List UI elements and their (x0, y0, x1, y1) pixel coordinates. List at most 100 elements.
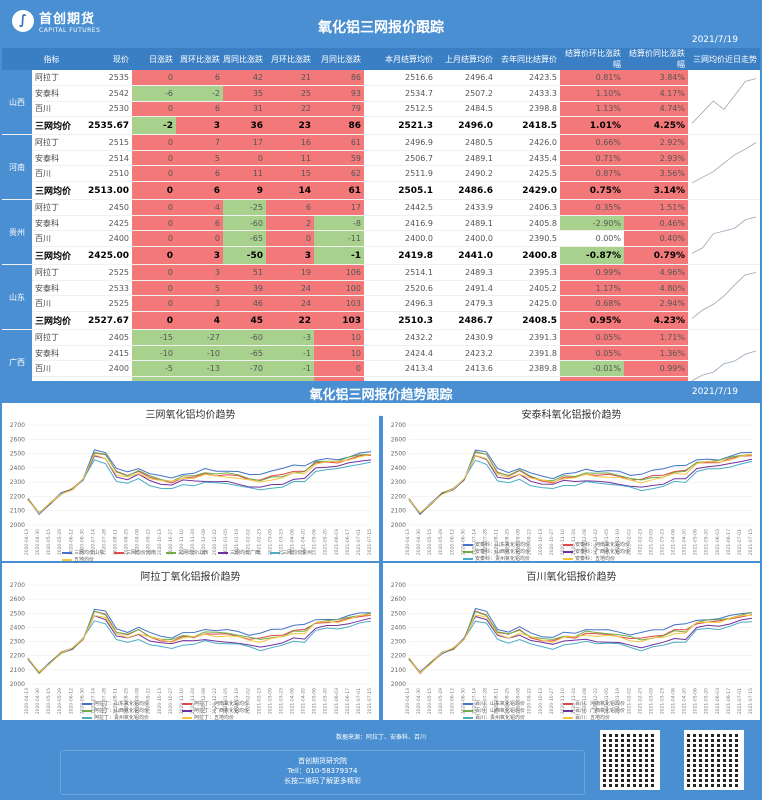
y-tick-label: 2600 (10, 596, 25, 603)
series-line (27, 620, 372, 673)
series-line (27, 455, 372, 516)
table-cell: 11 (266, 150, 314, 167)
table-cell: 2506.7 (364, 150, 436, 167)
legend-item: 三网均价河南 (114, 549, 156, 556)
table-cell: 2413.6 (436, 360, 496, 378)
header-cell: 去年同比结算价 (496, 48, 560, 70)
table-cell: 2390.5 (496, 230, 560, 248)
table-cell: 0 (132, 165, 176, 183)
province-label: 山东 (2, 264, 32, 330)
table-cell: -11 (314, 230, 364, 248)
table-cell: 86 (314, 116, 364, 135)
sparkline-svg (691, 350, 757, 381)
table-cell: 42 (223, 70, 266, 87)
series-line (408, 620, 753, 673)
series-line (27, 615, 372, 674)
x-tick-label: 2021-03-23 (278, 529, 284, 555)
table-cell: -2 (176, 85, 223, 102)
y-tick-label: 2400 (391, 624, 406, 631)
y-tick-label: 2700 (391, 582, 406, 589)
source-name: 三网均价 (32, 311, 74, 330)
x-tick-label: 2020-05-29 (57, 529, 63, 555)
legend-item: 安泰科：五地均价 (563, 555, 653, 562)
legend-label: 安泰科：广西氧化铝均价 (575, 549, 631, 555)
x-tick-label: 2020-05-15 (427, 529, 433, 555)
legend-label: 百川：广西氧化铝均价 (575, 708, 626, 714)
y-tick-label: 2100 (391, 667, 406, 674)
legend-item: 阿拉丁：山西氧化铝均价 (82, 707, 172, 714)
legend-swatch (114, 551, 125, 554)
line-chart-svg: 270026002500240023002200210020002020-04-… (10, 422, 373, 555)
header-cell: 结算价环比涨跌幅 (560, 48, 624, 70)
y-tick-label: 2200 (391, 493, 406, 500)
table-cell: 2505.1 (364, 181, 436, 200)
series-line (408, 615, 753, 673)
table-cell: 6 (176, 101, 223, 118)
table-cell: 2400.0 (364, 230, 436, 248)
chart-title: 三网氧化铝均价趋势 (145, 410, 236, 421)
source-name: 阿拉丁 (32, 264, 74, 281)
table-cell: -60 (223, 329, 266, 346)
table-row: 安泰科 2542 -6 -2 35 25 93 2534.7 2507.2 2433.3 1.10%… (2, 85, 760, 102)
table-row: 三网均价 2535.67 -2 3 36 23 86 2521.3 2496.0 2418.5 1.… (2, 116, 760, 135)
table-cell: 4 (176, 199, 223, 216)
legend-label: 阿拉丁：贵州氧化铝均价 (94, 715, 150, 721)
x-tick-label: 2020-12-22 (212, 688, 218, 714)
x-tick-label: 2020-10-27 (549, 688, 555, 714)
table-cell: -2.90% (560, 215, 624, 232)
table-cell: 2408.5 (496, 311, 560, 330)
legend-label: 安泰科：山西氧化铝均价 (475, 549, 531, 555)
legend-label: 安泰科：河南氧化铝均价 (575, 542, 631, 548)
x-tick-label: 2020-10-13 (538, 529, 544, 555)
table-cell: -50 (223, 246, 266, 265)
x-tick-label: 2020-04-13 (24, 529, 30, 555)
source-name: 百川 (32, 360, 74, 378)
source-name: 安泰科 (32, 85, 74, 102)
table-cell: -0.01% (560, 360, 624, 378)
table-cell: 2534.7 (364, 85, 436, 102)
table-cell: 2405.2 (496, 280, 560, 297)
legend-label: 阿拉丁：广西氧化铝均价 (194, 708, 250, 714)
x-tick-label: 2020-09-08 (516, 529, 522, 555)
x-tick-label: 2020-09-08 (135, 688, 141, 714)
header-cell: 月同比涨跌 (314, 48, 364, 70)
legend-label: 三网均价山东 (74, 550, 105, 556)
table-cell: 1.01% (560, 116, 624, 135)
table-cell: 2395.3 (496, 264, 560, 281)
legend-item: 安泰科：山东氧化铝均价 (463, 541, 553, 548)
x-tick-label: 2021-03-09 (648, 529, 654, 555)
table-cell: 0.05% (560, 329, 624, 346)
table-cell: 2535 (74, 70, 132, 87)
x-tick-label: 2020-04-30 (35, 688, 41, 714)
table-cell: 2424.4 (364, 345, 436, 362)
legend-label: 三网均价山西 (178, 550, 209, 556)
x-tick-label: 2020-07-28 (482, 529, 488, 555)
legend-item: 安泰科：河南氧化铝均价 (563, 541, 653, 548)
x-tick-label: 2021-07-01 (356, 529, 362, 555)
x-tick-label: 2020-12-08 (201, 688, 207, 714)
x-tick-label: 2021-02-23 (637, 688, 643, 714)
table-row: 百川 2525 0 3 46 24 103 2496.3 2479.3 2425.0 0.68% 2.… (2, 295, 760, 313)
y-tick-label: 2000 (10, 681, 25, 688)
trend-sparkline (688, 134, 760, 200)
source-name: 安泰科 (32, 215, 74, 232)
y-tick-label: 2400 (10, 465, 25, 472)
brand-logo: ∫ 首创期货 CAPITAL FUTURES (12, 8, 100, 34)
chart-title: 阿拉丁氧化铝报价趋势 (140, 572, 241, 583)
table-cell: 61 (314, 134, 364, 151)
table-cell: 0 (132, 199, 176, 216)
x-tick-label: 2021-05-06 (312, 688, 318, 714)
table-cell: 0 (132, 150, 176, 167)
x-tick-label: 2020-05-29 (438, 688, 444, 714)
x-tick-label: 2020-07-28 (101, 529, 107, 555)
series-line (27, 459, 372, 515)
qr-code-icon[interactable] (684, 730, 744, 790)
x-tick-label: 2021-07-15 (367, 529, 373, 555)
table-row: 三网均价 2527.67 0 4 45 22 103 2510.3 2486.7 2408.5 0.… (2, 311, 760, 330)
legend-label: 阿拉丁：五地均价 (194, 715, 235, 721)
legend-item: 三网均价山东 (62, 549, 104, 556)
qr-code-icon[interactable] (600, 730, 660, 790)
table-cell: 0 (132, 246, 176, 265)
x-tick-label: 2021-01-19 (234, 688, 240, 714)
chart-title: 安泰科氧化铝报价趋势 (521, 410, 622, 421)
